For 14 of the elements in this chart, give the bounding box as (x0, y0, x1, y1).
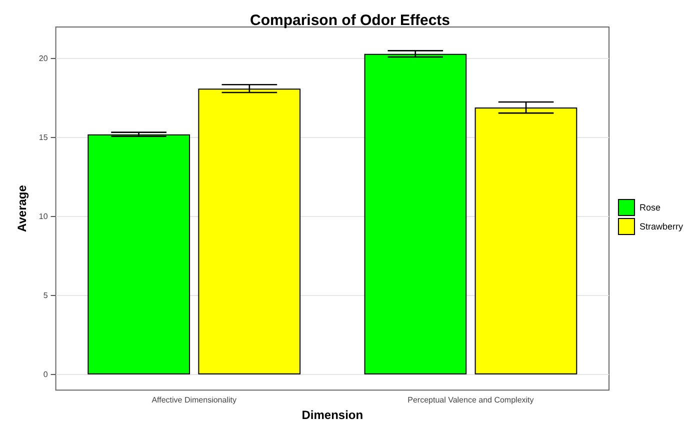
y-tick-label: 5 (43, 290, 48, 300)
chart-title: Comparison of Odor Effects (250, 12, 450, 29)
legend-label: Strawberry (639, 222, 684, 232)
bar (88, 134, 190, 374)
bar (364, 54, 467, 374)
x-tick-label: Affective Dimensionality (152, 396, 236, 405)
y-tick-label: 20 (38, 54, 48, 64)
y-tick-label: 15 (38, 133, 48, 142)
x-axis-title: Dimension (302, 408, 364, 422)
x-tick-label: Perceptual Valence and Complexity (408, 396, 534, 405)
y-tick-label: 0 (43, 370, 48, 379)
y-tick-label: 10 (38, 212, 48, 221)
legend-label: Rose (639, 202, 661, 212)
y-axis-title: Average (15, 184, 29, 232)
